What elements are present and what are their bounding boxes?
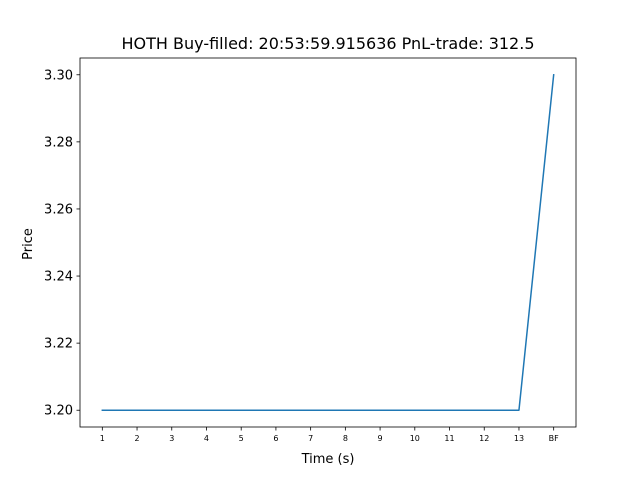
x-tick-label: BF xyxy=(549,434,559,443)
chart-title: HOTH Buy-filled: 20:53:59.915636 PnL-tra… xyxy=(122,34,535,53)
series-layer xyxy=(101,73,555,411)
x-tick-label: 5 xyxy=(239,434,244,443)
y-tick-label: 3.26 xyxy=(44,202,73,217)
x-tick-label: 8 xyxy=(343,434,348,443)
plot-area xyxy=(80,58,576,427)
x-tick-label: 1 xyxy=(100,434,105,443)
x-tick-label: 11 xyxy=(444,434,454,443)
axes-layer: 1 2 3 4 5 6 7 8 9 10 11 12 13 BF3.203.223.243.263.283… xyxy=(44,57,577,443)
x-tick-label: 9 xyxy=(378,434,383,443)
axes-frame xyxy=(79,57,577,428)
x-tick-label: 13 xyxy=(514,434,524,443)
y-axis-label: Price xyxy=(21,228,36,260)
x-tick-label: 12 xyxy=(479,434,489,443)
y-tick-label: 3.24 xyxy=(44,270,73,285)
plot-background xyxy=(80,58,576,427)
x-tick-label: 10 xyxy=(410,434,420,443)
x-tick-label: 4 xyxy=(204,434,209,443)
y-tick-label: 3.20 xyxy=(44,404,73,419)
x-tick-label: 2 xyxy=(134,434,139,443)
y-tick-label: 3.30 xyxy=(44,68,73,83)
series-line-0 xyxy=(101,73,555,411)
x-tick-label: 6 xyxy=(273,434,278,443)
x-tick-label: 3 xyxy=(169,434,174,443)
y-tick-label: 3.22 xyxy=(44,337,73,352)
y-tick-label: 3.28 xyxy=(44,135,73,150)
x-tick-label: 7 xyxy=(308,434,313,443)
x-axis-label: Time (s) xyxy=(301,452,355,467)
